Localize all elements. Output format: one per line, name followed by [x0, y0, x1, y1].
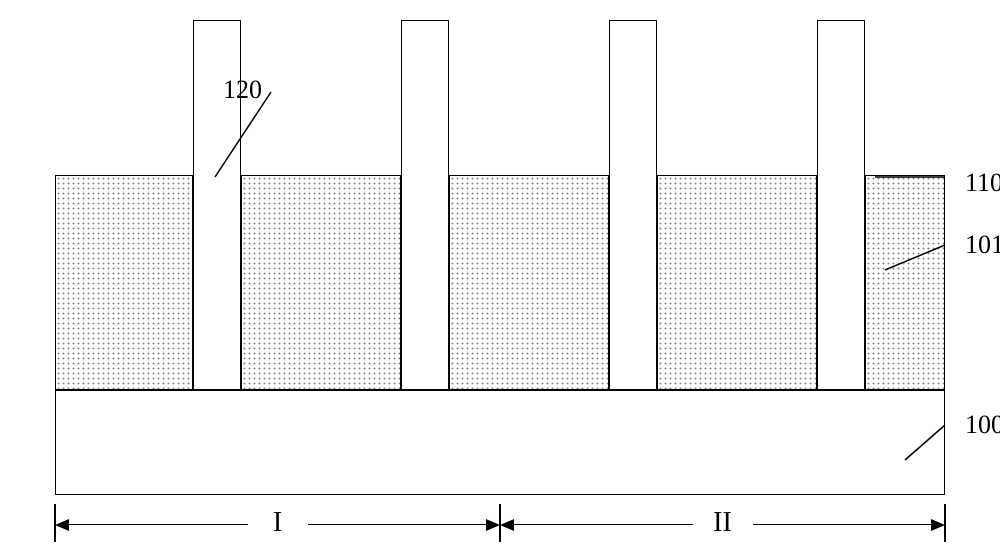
diagram-container: 120110101100 III	[55, 10, 945, 545]
fin-120	[609, 20, 657, 390]
isolation-segment	[865, 175, 945, 390]
dotted-fill	[56, 176, 192, 389]
fin-120	[401, 20, 449, 390]
dimension-arrow-line	[753, 524, 932, 526]
reference-label: 120	[223, 75, 262, 105]
isolation-segment	[241, 175, 401, 390]
reference-label: 110	[965, 168, 1000, 198]
dotted-fill	[658, 176, 816, 389]
fin-120	[817, 20, 865, 390]
dotted-fill	[866, 176, 944, 389]
reference-label: 101	[965, 230, 1000, 260]
dimension-arrowhead-right	[486, 519, 500, 531]
dimension-label: I	[263, 507, 293, 539]
dimension-arrowhead-right	[931, 519, 945, 531]
dotted-fill	[242, 176, 400, 389]
dimension-arrowhead-left	[500, 519, 514, 531]
dimension-arrow-line	[308, 524, 487, 526]
reference-label: 100	[965, 410, 1000, 440]
dimension-arrowhead-left	[55, 519, 69, 531]
isolation-segment	[449, 175, 609, 390]
dotted-fill	[450, 176, 608, 389]
dimension-arrow-line	[69, 524, 248, 526]
substrate-100	[55, 390, 945, 495]
isolation-segment	[657, 175, 817, 390]
dimension-arrow-line	[514, 524, 693, 526]
dimension-label: II	[708, 507, 738, 539]
isolation-segment	[55, 175, 193, 390]
